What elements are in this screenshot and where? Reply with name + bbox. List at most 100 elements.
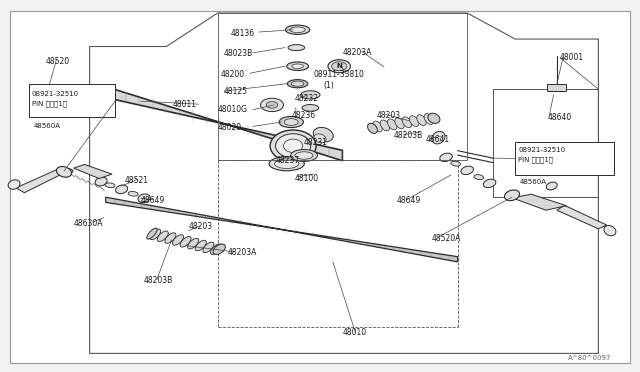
Text: 48560A: 48560A (33, 124, 60, 129)
Text: A^80^0097: A^80^0097 (568, 355, 611, 361)
Text: 48630A: 48630A (74, 219, 103, 228)
Ellipse shape (313, 128, 333, 142)
Text: 48232: 48232 (294, 94, 319, 103)
Ellipse shape (56, 167, 72, 177)
Circle shape (332, 62, 347, 71)
Ellipse shape (165, 233, 176, 243)
Ellipse shape (314, 134, 326, 143)
Text: 48010G: 48010G (218, 105, 248, 114)
Ellipse shape (138, 194, 150, 203)
Ellipse shape (440, 153, 452, 161)
Text: 48560A: 48560A (520, 179, 547, 185)
Bar (218, 13, 467, 160)
Ellipse shape (211, 244, 221, 254)
Ellipse shape (279, 116, 303, 128)
Ellipse shape (604, 225, 616, 236)
Ellipse shape (269, 157, 305, 171)
Ellipse shape (116, 185, 127, 194)
Text: 48010: 48010 (342, 328, 367, 337)
Text: 48649: 48649 (397, 196, 421, 205)
Text: 48641: 48641 (426, 135, 450, 144)
Ellipse shape (275, 159, 299, 169)
Ellipse shape (61, 169, 73, 174)
Ellipse shape (8, 180, 20, 189)
Text: 48020: 48020 (218, 123, 242, 132)
Ellipse shape (288, 45, 305, 51)
Ellipse shape (387, 119, 397, 130)
Ellipse shape (180, 237, 191, 247)
Ellipse shape (328, 60, 351, 73)
Circle shape (266, 102, 278, 108)
Text: 08911-33810: 08911-33810 (314, 70, 364, 79)
Text: 48136: 48136 (230, 29, 255, 38)
Polygon shape (74, 164, 112, 179)
Ellipse shape (195, 240, 206, 251)
Text: 48023B: 48023B (224, 49, 253, 58)
Text: 48011: 48011 (173, 100, 197, 109)
Ellipse shape (287, 80, 308, 88)
Ellipse shape (428, 113, 440, 124)
Ellipse shape (424, 113, 433, 125)
Text: 48001: 48001 (560, 53, 584, 62)
Ellipse shape (417, 115, 426, 125)
Ellipse shape (292, 64, 303, 68)
Ellipse shape (461, 166, 474, 174)
Text: 48237: 48237 (275, 156, 300, 165)
Ellipse shape (410, 116, 419, 126)
Ellipse shape (290, 27, 305, 33)
Ellipse shape (504, 190, 520, 201)
Ellipse shape (367, 123, 378, 134)
Text: 48520: 48520 (46, 57, 70, 66)
Text: 48203B: 48203B (394, 131, 423, 140)
Text: 48200: 48200 (221, 70, 245, 79)
Text: 48203: 48203 (189, 222, 213, 231)
Polygon shape (106, 197, 458, 262)
Ellipse shape (432, 131, 445, 144)
Ellipse shape (546, 182, 557, 190)
Ellipse shape (395, 118, 404, 129)
Ellipse shape (295, 152, 313, 159)
Ellipse shape (95, 177, 107, 186)
Text: PIN ピン〈1〉: PIN ピン〈1〉 (518, 156, 554, 163)
Text: 48520A: 48520A (432, 234, 461, 243)
Ellipse shape (150, 229, 161, 240)
Ellipse shape (105, 183, 115, 187)
Text: N: N (336, 63, 342, 69)
Text: 48521: 48521 (125, 176, 149, 185)
Ellipse shape (402, 117, 412, 128)
Ellipse shape (451, 161, 461, 166)
Polygon shape (512, 194, 566, 210)
Text: 48231: 48231 (304, 138, 328, 147)
Text: 48203A: 48203A (227, 248, 257, 257)
Text: 48203: 48203 (376, 111, 401, 120)
Bar (547, 84, 566, 91)
Bar (29, 84, 115, 117)
Ellipse shape (301, 91, 320, 99)
Text: 48236: 48236 (291, 111, 316, 120)
Polygon shape (557, 205, 607, 229)
Ellipse shape (203, 242, 214, 253)
Text: 48100: 48100 (294, 174, 319, 183)
Ellipse shape (474, 174, 484, 180)
Circle shape (260, 98, 284, 112)
Ellipse shape (275, 134, 311, 158)
Text: (1): (1) (323, 81, 334, 90)
Text: PIN ピン〈1〉: PIN ピン〈1〉 (32, 100, 67, 107)
Ellipse shape (287, 62, 308, 71)
Text: 48203B: 48203B (144, 276, 173, 285)
Ellipse shape (483, 179, 496, 187)
Ellipse shape (291, 81, 304, 86)
Ellipse shape (284, 139, 303, 153)
Ellipse shape (270, 130, 316, 162)
Ellipse shape (157, 231, 168, 241)
Ellipse shape (213, 244, 225, 254)
Ellipse shape (291, 150, 317, 161)
Ellipse shape (302, 105, 319, 111)
Ellipse shape (128, 192, 138, 196)
Ellipse shape (285, 25, 310, 35)
Text: 08921-32510: 08921-32510 (32, 92, 79, 97)
Polygon shape (112, 89, 342, 161)
Ellipse shape (147, 228, 157, 239)
Text: 48125: 48125 (224, 87, 248, 96)
Ellipse shape (373, 121, 382, 132)
